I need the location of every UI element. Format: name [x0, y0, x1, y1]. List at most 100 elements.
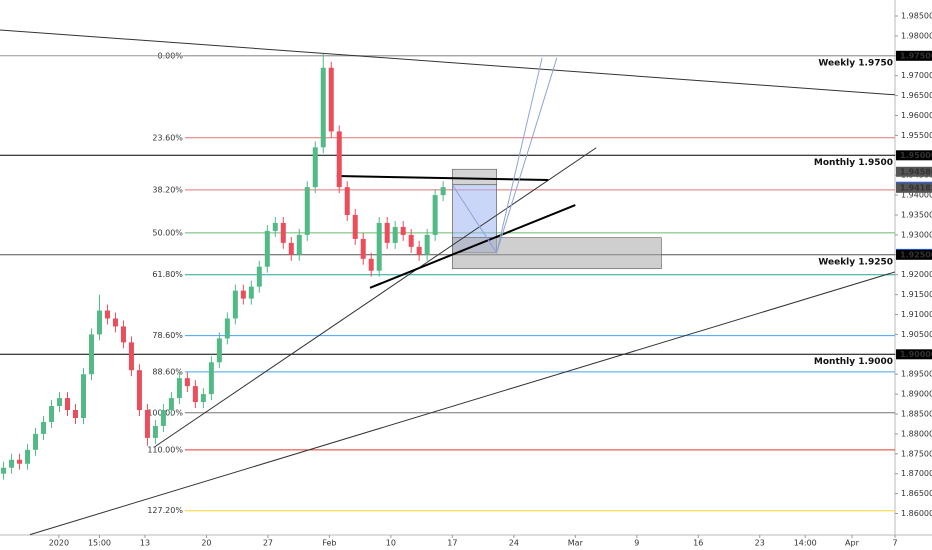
price-tag: [896, 249, 932, 260]
candle-body: [208, 362, 214, 395]
candle-body: [200, 394, 206, 403]
fib-label: 61.80%: [152, 270, 183, 279]
candle-body: [168, 398, 174, 411]
x-tick-label: 20: [201, 539, 211, 548]
candle-body: [144, 410, 150, 438]
price-tag: [896, 150, 932, 161]
x-tick-label: 27: [263, 539, 273, 548]
candle-body: [65, 398, 71, 411]
y-tick-label: 1.91500: [901, 290, 932, 299]
candle-body: [256, 266, 262, 287]
trend-line: [154, 147, 597, 448]
level-label: Weekly 1.9250: [818, 257, 893, 267]
candle-body: [25, 449, 31, 464]
x-tick-label: 13: [140, 539, 150, 548]
candle-body: [136, 370, 142, 411]
candle-body: [1, 467, 7, 474]
candle-body: [17, 459, 23, 464]
fib-label: 78.60%: [152, 331, 183, 340]
y-tick-label: 1.92000: [901, 270, 932, 279]
candle-body: [96, 310, 102, 335]
trend-line: [369, 204, 576, 289]
x-tick-label: 10: [386, 539, 396, 548]
fib-label: 23.60%: [152, 133, 183, 142]
x-tick-label: Mar: [568, 539, 584, 548]
candle-body: [288, 242, 294, 255]
price-tag-label: 1.90000: [900, 350, 932, 359]
candle-body: [368, 258, 374, 271]
candle-body: [49, 406, 55, 422]
y-tick-label: 1.93500: [901, 211, 932, 220]
candle-body: [240, 290, 246, 299]
fib-label: 38.20%: [152, 185, 183, 194]
candle-body: [272, 222, 278, 231]
level-label: Monthly 1.9500: [814, 158, 893, 168]
candle-body: [432, 195, 438, 235]
candle-body: [80, 374, 86, 418]
candle-body: [360, 238, 366, 259]
candle-body: [392, 226, 398, 243]
y-tick-label: 1.97000: [901, 71, 932, 80]
y-tick-label: 1.89500: [901, 370, 932, 379]
candle-body: [216, 338, 222, 363]
candle-body: [152, 425, 158, 438]
price-tag: [896, 50, 932, 61]
fib-label: 50.00%: [152, 228, 183, 237]
candle-body: [344, 187, 350, 216]
candle-body: [440, 187, 446, 196]
x-tick-label: 17: [447, 539, 457, 548]
x-tick-label: 9: [634, 539, 639, 548]
x-tick-label: 7: [892, 539, 897, 548]
y-tick-label: 1.88000: [901, 429, 932, 438]
y-tick-label: 1.90500: [901, 330, 932, 339]
fib-label: 110.00%: [147, 445, 183, 454]
candle-body: [416, 246, 422, 255]
candle-body: [400, 226, 406, 235]
y-tick-label: 1.94000: [901, 191, 932, 200]
candle-body: [33, 433, 39, 450]
x-tick-label: Feb: [322, 539, 336, 548]
candle-body: [176, 378, 182, 399]
candle-body: [248, 286, 254, 299]
candle-body: [160, 410, 166, 426]
candle-body: [184, 378, 190, 387]
candle-body: [9, 459, 15, 468]
price-tag-label: 1.92500: [900, 250, 932, 259]
price-tag: [896, 166, 932, 177]
x-tick-label: 15:00: [88, 539, 111, 548]
candle-body: [328, 67, 334, 132]
zone-box: [452, 168, 497, 186]
candle-body: [424, 234, 430, 255]
y-tick-label: 1.87000: [901, 469, 932, 478]
y-tick-label: 1.98500: [901, 11, 932, 20]
candle-body: [41, 421, 47, 434]
y-tick-label: 1.88500: [901, 410, 932, 419]
price-tag-label: 1.97500: [900, 51, 932, 60]
candle-body: [384, 222, 390, 243]
y-tick-label: 1.96000: [901, 111, 932, 120]
y-tick-label: 1.87500: [901, 449, 932, 458]
trend-line: [336, 174, 549, 181]
y-tick-label: 1.86000: [901, 509, 932, 518]
price-tag-label: 1.94586: [900, 167, 932, 176]
trend-line: [0, 29, 896, 96]
price-tag-label: 1.94183: [900, 183, 932, 192]
candle-body: [128, 342, 134, 371]
x-tick-label: 14:00: [794, 539, 817, 548]
candle-body: [352, 215, 358, 239]
y-tick-label: 1.96500: [901, 91, 932, 100]
y-tick-label: 1.93000: [901, 230, 932, 239]
price-tag: [896, 182, 932, 193]
price-tag: [896, 349, 932, 360]
candle-body: [336, 131, 342, 188]
candle-body: [408, 234, 414, 247]
x-tick-label: 23: [755, 539, 765, 548]
candle-body: [57, 398, 63, 407]
price-tag-label: 1.95000: [900, 151, 932, 160]
candle-body: [280, 222, 286, 243]
fib-label: 88.60%: [152, 367, 183, 376]
candle-body: [264, 230, 270, 267]
candle-body: [376, 222, 382, 271]
y-tick-label: 1.86500: [901, 489, 932, 498]
